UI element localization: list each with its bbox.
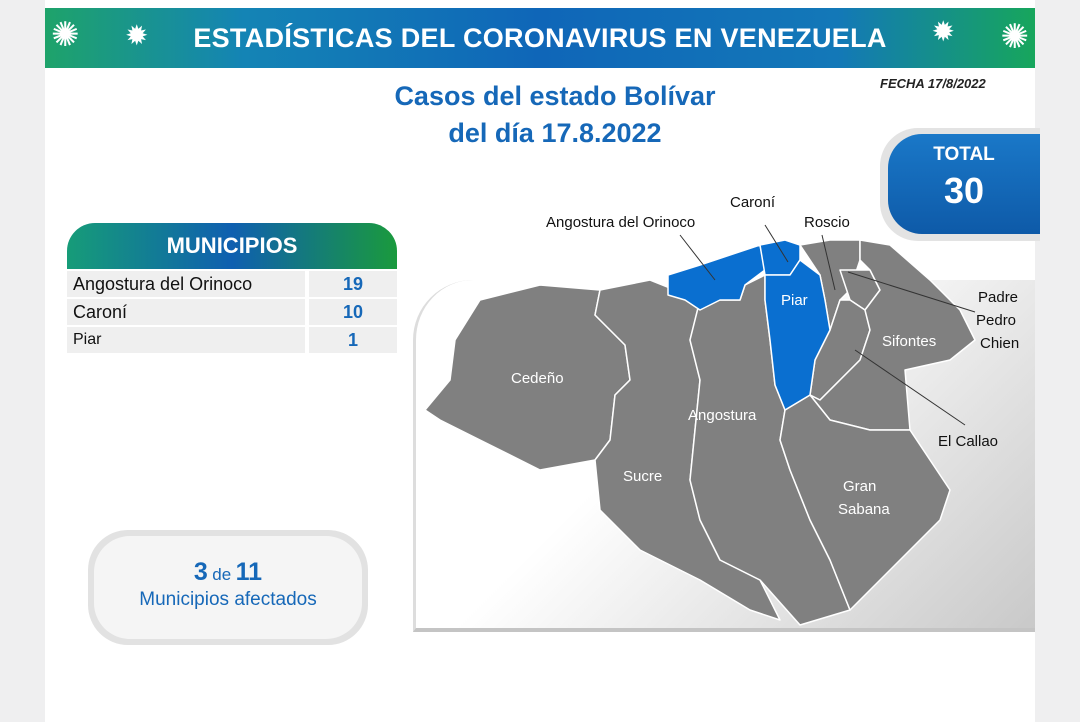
date-label: FECHA 17/8/2022 (880, 76, 986, 91)
label-piar: Piar (781, 292, 808, 309)
municipios-table: MUNICIPIOS Angostura del Orinoco 19 Caron… (67, 223, 397, 353)
label-sifontes: Sifontes (882, 333, 937, 350)
label-cedeno: Cedeño (511, 370, 564, 387)
municipio-name: Caroní (67, 299, 305, 325)
table-row: Piar 1 (67, 327, 397, 353)
region-angostura-del-orinoco[interactable] (667, 244, 766, 311)
leader-lines (679, 224, 976, 426)
virus-icon: ✹ (125, 20, 149, 51)
total-value: 30 (943, 170, 985, 211)
label-sucre: Sucre (623, 468, 663, 485)
municipio-cases: 19 (309, 271, 397, 297)
affected-count: 3 (193, 558, 208, 586)
total-label: TOTAL (933, 144, 995, 165)
virus-icon: ✺ (51, 16, 80, 54)
region-piar[interactable] (764, 259, 831, 411)
label-chien: Chien (980, 335, 1020, 352)
municipios-header: MUNICIPIOS (67, 223, 397, 269)
header-title: ESTADÍSTICAS DEL CORONAVIRUS EN VENEZUEL… (193, 22, 887, 53)
title-line-2: del día 17.8.2022 (448, 118, 662, 148)
affected-label: Municipios afectados (139, 589, 317, 610)
virus-icon: ✹ (931, 16, 955, 47)
affected-badge: 3 de 11 Municipios afectados (88, 530, 368, 645)
label-angostura-del-orinoco: Angostura del Orinoco (546, 214, 696, 231)
region-gran-sabana[interactable] (779, 394, 951, 611)
virus-icon: ✺ (1000, 18, 1030, 56)
municipio-cases: 10 (309, 299, 397, 325)
label-pedro: Pedro (976, 312, 1017, 329)
total-badge: TOTAL 30 (880, 128, 1040, 241)
label-sabana: Sabana (838, 501, 890, 518)
municipio-name: Angostura del Orinoco (67, 271, 305, 297)
municipio-name: Piar (67, 327, 305, 353)
label-gran: Gran (843, 478, 877, 495)
municipio-cases: 1 (309, 327, 397, 353)
title-line-1: Casos del estado Bolívar (394, 81, 716, 111)
label-angostura: Angostura (688, 407, 757, 424)
label-padre: Padre (978, 289, 1019, 306)
label-el-callao: El Callao (938, 433, 999, 450)
label-caroni: Caroní (730, 194, 776, 211)
table-row: Angostura del Orinoco 19 (67, 271, 397, 297)
affected-of: de (212, 565, 232, 584)
label-roscio: Roscio (804, 214, 850, 231)
page-title: Casos del estado Bolívar del día 17.8.20… (330, 78, 780, 152)
affected-total: 11 (235, 558, 263, 586)
table-row: Caroní 10 (67, 299, 397, 325)
header-banner: ✺ ✹ ESTADÍSTICAS DEL CORONAVIRUS EN VENE… (45, 8, 1035, 68)
